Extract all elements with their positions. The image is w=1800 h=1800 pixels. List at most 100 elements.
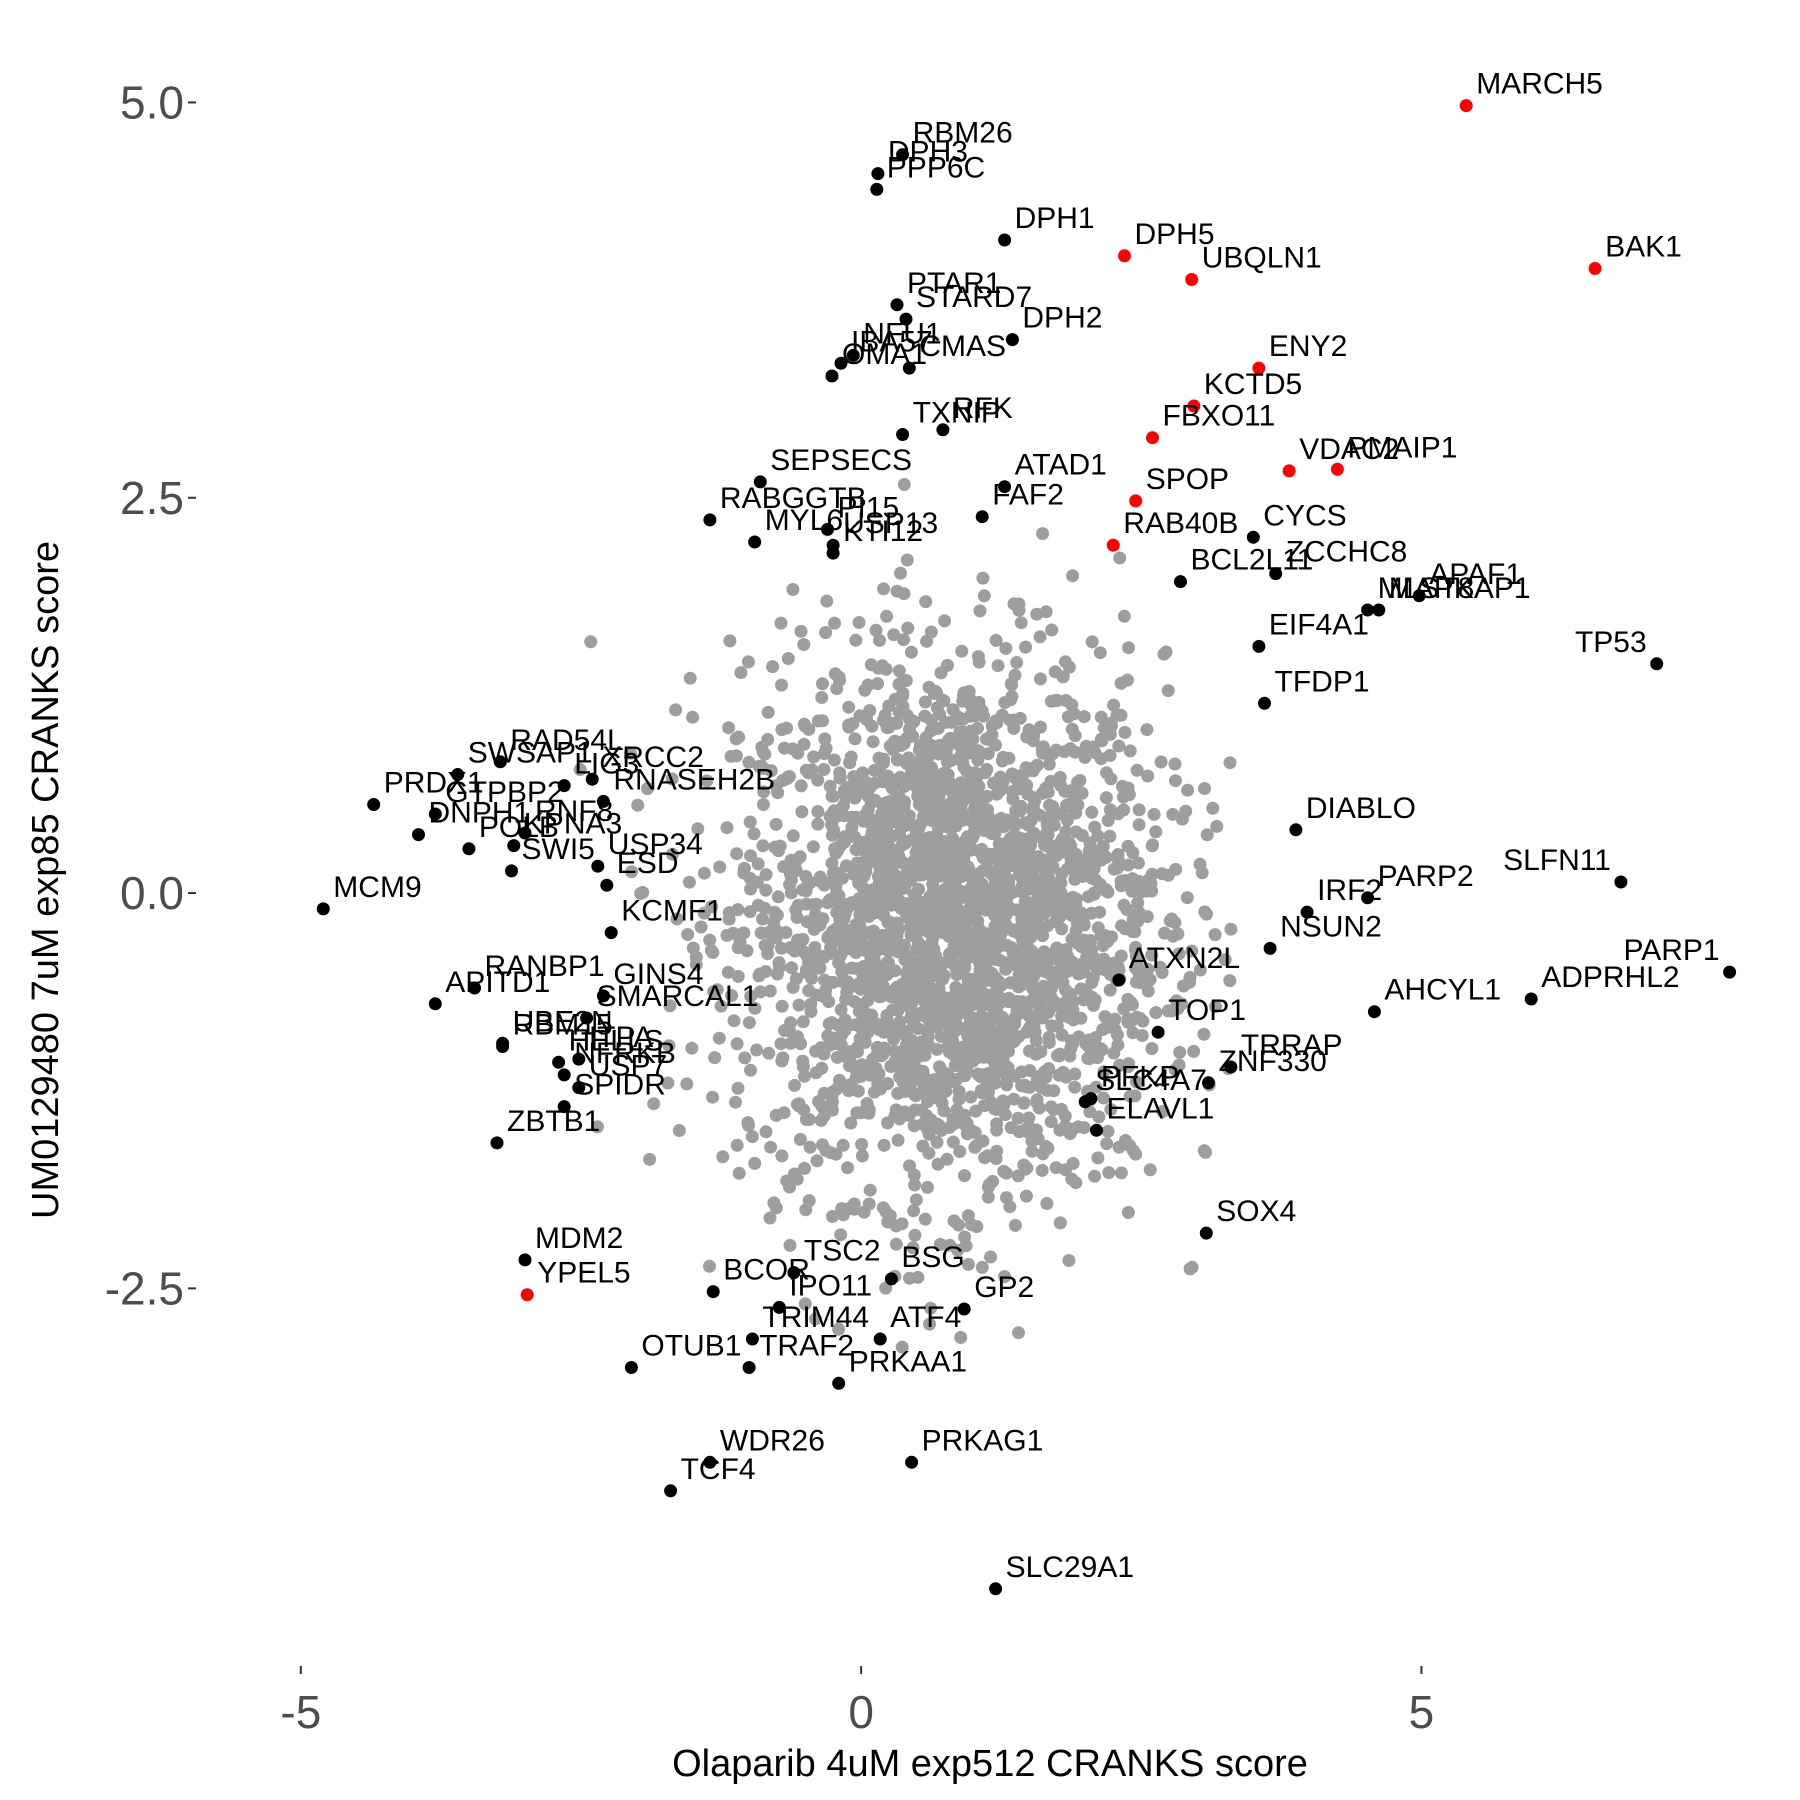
background-point: [908, 925, 922, 939]
gene-point: [505, 864, 518, 878]
background-point: [932, 1118, 946, 1132]
background-point: [1066, 890, 1080, 904]
background-point: [915, 751, 929, 765]
background-point: [680, 1077, 694, 1091]
gene-label: SLFN11: [1503, 844, 1611, 877]
background-point: [1076, 915, 1090, 929]
background-point: [781, 652, 795, 665]
gene-point: [989, 1582, 1003, 1596]
background-point: [1065, 909, 1079, 923]
background-point: [837, 798, 851, 812]
background-point: [1007, 713, 1021, 727]
background-point: [1101, 1124, 1115, 1138]
gene-label: TSC2: [804, 1235, 881, 1268]
background-point: [729, 749, 743, 763]
background-point: [940, 1152, 954, 1166]
background-point: [1036, 527, 1050, 541]
background-point: [866, 1060, 879, 1074]
background-point: [1126, 846, 1140, 860]
gene-label: DIABLO: [1306, 792, 1416, 825]
background-point: [961, 1029, 975, 1043]
background-point: [1042, 757, 1056, 771]
gene-label: TRAF2: [759, 1330, 854, 1363]
background-point: [1029, 1034, 1043, 1047]
background-point: [1017, 1006, 1030, 1020]
background-point: [946, 1135, 960, 1149]
background-point: [1040, 876, 1054, 890]
background-point: [1145, 839, 1159, 853]
background-point: [940, 755, 954, 769]
gene-point: [1723, 965, 1737, 979]
background-point: [820, 594, 834, 608]
background-point: [757, 785, 771, 799]
background-point: [1200, 828, 1214, 842]
background-point: [919, 963, 933, 977]
gene-point: [905, 1455, 919, 1469]
gene-point: [518, 1253, 532, 1267]
background-point: [1104, 1103, 1118, 1116]
background-point: [1015, 879, 1029, 893]
gene-point: [821, 522, 834, 536]
background-point: [1008, 668, 1022, 682]
background-point: [751, 898, 765, 912]
background-point: [877, 582, 891, 596]
background-point: [847, 1083, 861, 1097]
background-point: [785, 961, 799, 975]
background-point: [1049, 915, 1063, 928]
background-point: [1223, 974, 1237, 988]
background-point: [1081, 868, 1095, 881]
background-point: [841, 781, 855, 794]
gene-point: [1252, 639, 1266, 653]
background-point: [1078, 750, 1092, 764]
background-point: [891, 1086, 905, 1100]
gene-label: PI15: [838, 491, 900, 524]
background-point: [1030, 963, 1044, 977]
background-point: [941, 768, 955, 782]
background-point: [1149, 825, 1163, 839]
gene-point: [428, 807, 442, 821]
background-point: [897, 633, 911, 647]
background-point: [970, 1220, 984, 1234]
gene-label: NSUN2: [1280, 910, 1382, 943]
background-point: [1130, 763, 1144, 777]
background-point: [731, 969, 745, 983]
background-point: [856, 974, 870, 988]
background-point: [892, 664, 906, 678]
background-point: [1059, 943, 1073, 957]
background-point: [1052, 1068, 1066, 1082]
background-point: [1058, 655, 1072, 669]
background-point: [858, 785, 872, 799]
background-point: [1198, 782, 1212, 795]
background-point: [1141, 769, 1155, 783]
background-point: [1005, 690, 1019, 703]
background-point: [933, 1237, 947, 1251]
background-point: [1185, 1260, 1199, 1274]
background-point: [756, 839, 770, 853]
background-point: [775, 999, 789, 1013]
x-tick-label: 5: [1409, 1686, 1435, 1738]
background-point: [981, 1190, 995, 1204]
background-point: [723, 634, 737, 648]
background-point: [756, 912, 769, 926]
background-point: [921, 1180, 934, 1194]
background-point: [985, 719, 999, 733]
background-point: [714, 999, 728, 1013]
background-point: [1128, 943, 1142, 957]
background-point: [944, 996, 958, 1010]
background-point: [727, 1014, 741, 1028]
gene-label: SLC29A1: [1006, 1551, 1134, 1584]
background-point: [861, 813, 875, 826]
background-point: [930, 1042, 944, 1056]
gene-label: EIF4A1: [1269, 608, 1369, 641]
background-point: [896, 689, 910, 703]
background-point: [725, 989, 739, 1002]
background-point: [874, 1082, 887, 1096]
background-point: [1111, 1038, 1125, 1052]
background-point: [832, 1322, 846, 1336]
background-point: [713, 860, 727, 874]
background-point: [1102, 1166, 1116, 1180]
background-point: [1065, 722, 1079, 736]
background-point: [1173, 1045, 1187, 1059]
background-point: [899, 674, 913, 687]
gene-label: VDAC2: [1299, 433, 1399, 466]
